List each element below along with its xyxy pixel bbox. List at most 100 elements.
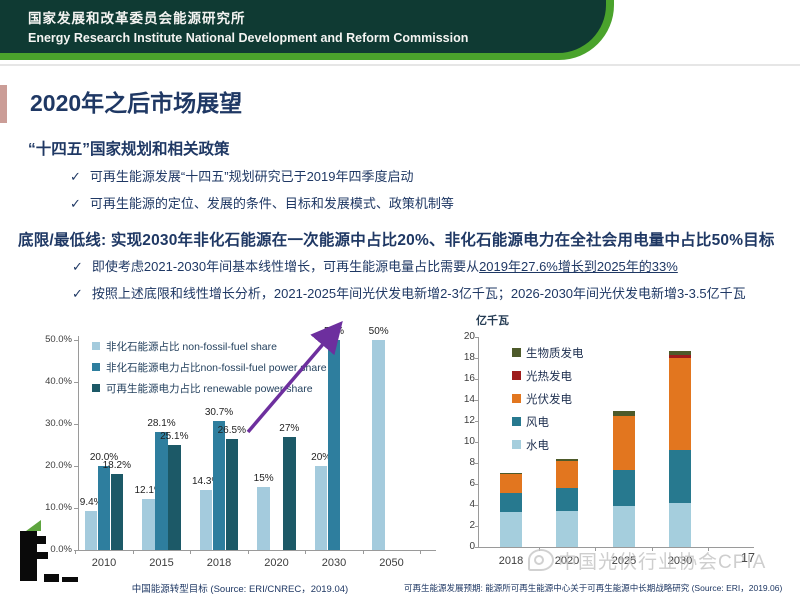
bar-value-label: 20.0%: [89, 452, 119, 463]
bar-value-label: 50%: [368, 326, 389, 337]
y-tick-label: 30.0%: [45, 418, 72, 429]
title-accent-bar: [0, 85, 7, 123]
bar-value-label: 26.5%: [217, 424, 246, 436]
bar-2020-s2: [283, 436, 296, 550]
bar-2015-s2: [168, 444, 181, 550]
y-tick-label: 14: [463, 394, 475, 405]
logo-fragment-icon: [62, 577, 78, 582]
page-title: 2020年之后市场展望: [30, 90, 243, 116]
bar-2018-s0: [199, 489, 213, 550]
stack-2020-光伏发电: [556, 460, 578, 489]
x-tick-mark: [595, 547, 596, 551]
x-axis-label: 2025: [611, 555, 637, 567]
y-tick-label: 0: [469, 541, 475, 552]
target-bullet-growth-underlined: 2019年27.6%增长到2025年的33%: [479, 259, 678, 274]
check-icon: ✓: [70, 169, 81, 184]
target-bullet-growth: ✓ 即使考虑2021-2030年间基本线性增长，可再生能源电量占比需要从2019年…: [72, 256, 678, 275]
header-text-block: 国家发展和改革委员会能源研究所 Energy Research Institut…: [28, 7, 468, 45]
stack-2030-风电: [669, 450, 691, 503]
bar-value-label: 9.4%: [79, 496, 103, 508]
legend-label: 光伏发电: [526, 394, 572, 406]
y-tick-label: 4: [469, 499, 475, 510]
x-tick-mark: [132, 550, 134, 554]
y-tick-label: 10.0%: [45, 502, 72, 513]
y-tick-mark: [475, 337, 478, 338]
logo-fragment-icon: [37, 552, 48, 559]
bar-2018-s1: [212, 421, 226, 550]
legend-swatch: [512, 394, 521, 403]
y-axis-line: [478, 337, 479, 547]
watermark-text: 中国光伏行业协会CPIA: [558, 551, 767, 573]
legend-label: 生物质发电: [526, 348, 584, 360]
target-bullet-pv-text: 按照上述底限和线性增长分析，2021-2025年间光伏发电新增2-3亿千瓦；20…: [91, 286, 746, 301]
y-tick-label: 20.0%: [45, 460, 72, 471]
legend-label: 非化石能源占比 non-fossil-fuel share: [106, 341, 277, 353]
x-axis-label: 2020: [554, 555, 580, 567]
bar-2020-s0: [257, 487, 270, 550]
target-bullet-pv: ✓ 按照上述底限和线性增长分析，2021-2025年间光伏发电新增2-3亿千瓦；2…: [72, 283, 746, 302]
policy-bullet-2-text: 可再生能源的定位、发展的条件、目标和发展模式、政策机制等: [89, 196, 454, 211]
stack-2018-水电: [500, 512, 522, 547]
x-axis-label: 2018: [498, 555, 524, 567]
x-tick-mark: [75, 550, 77, 554]
legend-swatch: [512, 440, 521, 449]
y-tick-mark: [74, 382, 78, 383]
x-tick-mark: [362, 550, 364, 554]
stack-2025-生物质发电: [613, 411, 635, 416]
y-tick-label: 0.0%: [50, 544, 72, 555]
policy-section-heading: “十四五”国家规划和相关政策: [28, 141, 230, 158]
y-tick-mark: [475, 442, 478, 443]
header-banner: 国家发展和改革委员会能源研究所 Energy Research Institut…: [0, 0, 614, 60]
bar-2015-s1: [155, 431, 168, 550]
y-tick-mark: [475, 421, 478, 422]
org-name-en: Energy Research Institute National Devel…: [28, 31, 469, 45]
chart1-caption: 中国能源转型目标 (Source: ERI/CNREC，2019.04): [131, 584, 349, 595]
bar-value-label: 28.1%: [147, 417, 176, 429]
bar-value-label: 15%: [253, 473, 274, 484]
stack-2018-光伏发电: [500, 473, 522, 494]
policy-bullet-2: ✓ 可再生能源的定位、发展的条件、目标和发展模式、政策机制等: [70, 193, 454, 212]
cpia-logo-icon: [528, 549, 554, 571]
y-axis-line: [78, 336, 79, 550]
y-tick-label: 20: [463, 331, 475, 342]
bar-2010-s2: [110, 473, 124, 550]
bar-value-label: 50%: [323, 326, 344, 337]
policy-bullet-1: ✓ 可再生能源发展“十四五”规划研究已于2019年四季度启动: [70, 166, 414, 185]
y-tick-mark: [74, 340, 78, 341]
y-tick-mark: [475, 526, 478, 527]
legend-swatch: [512, 348, 521, 357]
x-axis-label: 2030: [667, 555, 693, 567]
y-tick-label: 6: [469, 478, 475, 489]
header-divider-line: [0, 64, 800, 66]
y-tick-mark: [74, 508, 78, 509]
bar-2050-s0: [372, 340, 385, 550]
bar-2010-s0: [84, 510, 98, 550]
bar-2010-s1: [97, 466, 111, 550]
bar-value-label: 20%: [311, 452, 332, 463]
x-axis-label: 2050: [379, 557, 404, 569]
org-name-cn: 国家发展和改革委员会能源研究所: [28, 11, 246, 26]
y-tick-mark: [475, 484, 478, 485]
legend-swatch: [512, 371, 521, 380]
y-tick-mark: [475, 463, 478, 464]
y-tick-label: 8: [469, 457, 475, 468]
legend-label: 水电: [526, 440, 549, 452]
logo-fragment-icon: [44, 574, 59, 582]
x-tick-mark: [420, 550, 422, 554]
chart2-caption: 可再生能源发展预期: 能源所可再生能源中心关于可再生能源中长期战略研究 (Sou…: [404, 583, 783, 593]
legend-swatch: [512, 417, 521, 426]
stack-2025-光伏发电: [613, 415, 635, 471]
bar-value-label: 25.1%: [160, 430, 189, 442]
y-tick-label: 40.0%: [45, 376, 72, 387]
x-axis-label: 2020: [264, 557, 289, 569]
stack-2030-水电: [669, 502, 691, 547]
bar-2018-s2: [225, 438, 239, 550]
legend-label: 可再生能源电力占比 renewable power share: [106, 383, 313, 395]
bar-2030-s1: [327, 340, 341, 550]
target-bullet-growth-prefix: 即使考虑2021-2030年间基本线性增长，可再生能源电量占比需要从: [91, 259, 480, 274]
x-tick-mark: [652, 547, 653, 551]
bar-value-label: 27%: [279, 422, 300, 434]
y-tick-label: 12: [463, 415, 475, 426]
stack-2025-风电: [613, 470, 635, 507]
bar-value-label: 12.1%: [134, 485, 163, 497]
